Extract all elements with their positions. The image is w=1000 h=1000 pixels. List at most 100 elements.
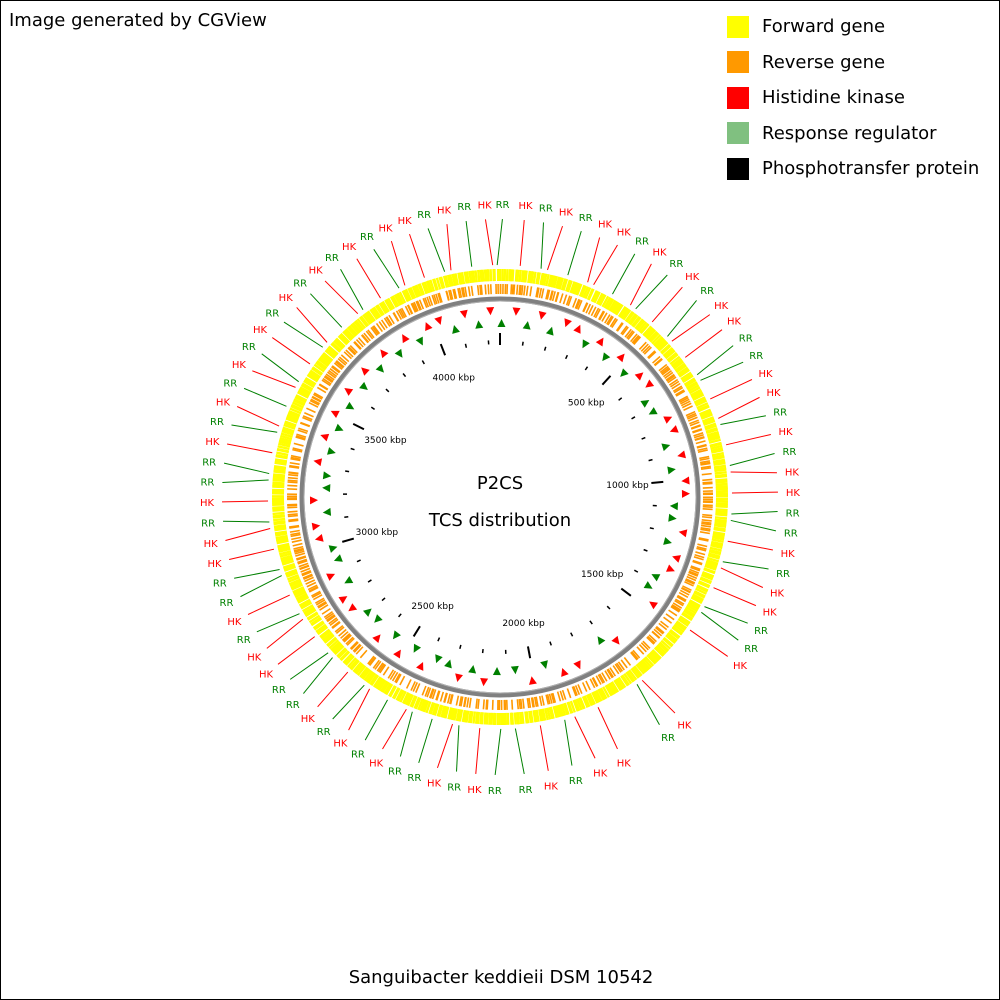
forward-gene-mark bbox=[713, 461, 726, 466]
forward-gene-mark bbox=[514, 269, 518, 282]
forward-gene-mark bbox=[274, 530, 287, 535]
reverse-gene-mark bbox=[667, 376, 677, 384]
reverse-gene-mark bbox=[368, 656, 376, 666]
forward-gene-mark bbox=[630, 667, 640, 679]
reverse-gene-mark bbox=[291, 536, 302, 541]
hk-label: HK bbox=[770, 588, 785, 599]
minor-tick bbox=[385, 388, 390, 393]
reverse-gene-mark bbox=[306, 581, 317, 588]
forward-gene-mark bbox=[549, 706, 555, 719]
reverse-gene-mark bbox=[690, 566, 701, 572]
reverse-gene-mark bbox=[511, 284, 514, 295]
callout-line bbox=[731, 491, 778, 494]
callout-line bbox=[696, 345, 734, 376]
forward-gene-mark bbox=[476, 269, 481, 283]
reverse-gene-mark bbox=[309, 399, 320, 406]
reverse-gene-mark bbox=[449, 694, 453, 705]
reverse-gene-mark bbox=[290, 533, 301, 538]
forward-gene-mark bbox=[278, 547, 291, 553]
callout-line bbox=[332, 684, 365, 720]
reverse-gene-mark bbox=[601, 672, 608, 682]
callout-line bbox=[348, 688, 371, 731]
reverse-gene-mark bbox=[609, 317, 617, 328]
forward-gene-mark bbox=[584, 287, 592, 300]
forward-gene-mark bbox=[353, 662, 364, 674]
hk-label: HK bbox=[785, 467, 800, 478]
forward-gene-mark bbox=[660, 344, 672, 355]
forward-gene-mark bbox=[397, 689, 405, 702]
reverse-gene-mark bbox=[697, 543, 708, 548]
forward-gene-mark bbox=[646, 654, 657, 665]
reverse-gene-mark bbox=[340, 631, 349, 639]
rr-label: RR bbox=[317, 727, 331, 738]
forward-gene-mark bbox=[644, 327, 655, 339]
hk-label: HK bbox=[216, 398, 231, 409]
callout-line bbox=[271, 337, 311, 365]
forward-gene-mark bbox=[374, 677, 384, 689]
forward-gene-mark bbox=[714, 516, 728, 520]
reverse-gene-mark bbox=[591, 677, 598, 688]
forward-gene-mark bbox=[713, 460, 726, 465]
reverse-gene-mark bbox=[651, 630, 660, 639]
legend-label: Phosphotransfer protein bbox=[762, 158, 980, 180]
forward-gene-mark bbox=[690, 596, 703, 605]
forward-gene-mark bbox=[699, 408, 712, 416]
major-tick bbox=[341, 537, 355, 543]
reverse-gene-mark bbox=[671, 604, 681, 611]
hk-marker bbox=[320, 433, 330, 442]
forward-gene-mark bbox=[595, 689, 603, 702]
forward-gene-mark bbox=[646, 329, 657, 340]
reverse-gene-mark bbox=[487, 284, 490, 295]
reverse-gene-mark bbox=[308, 586, 319, 592]
forward-gene-mark bbox=[290, 403, 303, 411]
tcs-marker-track bbox=[309, 307, 690, 687]
forward-gene-mark bbox=[673, 360, 685, 370]
forward-gene-mark bbox=[665, 634, 676, 644]
forward-gene-mark bbox=[690, 390, 703, 399]
forward-gene-mark bbox=[658, 641, 670, 652]
reverse-gene-mark bbox=[607, 316, 614, 326]
reverse-gene-mark bbox=[342, 633, 352, 642]
forward-gene-mark bbox=[508, 269, 512, 282]
rr-label: RR bbox=[539, 204, 553, 215]
reverse-gene-mark bbox=[287, 510, 298, 513]
forward-gene-mark bbox=[281, 559, 295, 566]
major-tick bbox=[412, 625, 421, 637]
reverse-gene-mark bbox=[355, 646, 364, 655]
forward-gene-mark bbox=[608, 299, 617, 312]
forward-gene-mark bbox=[598, 294, 607, 307]
forward-gene-mark bbox=[439, 276, 446, 289]
forward-gene-mark bbox=[535, 272, 540, 285]
forward-gene-mark bbox=[323, 633, 334, 643]
reverse-gene-mark bbox=[378, 321, 386, 331]
reverse-gene-mark bbox=[690, 565, 701, 571]
forward-gene-mark bbox=[687, 384, 700, 393]
reverse-gene-mark bbox=[675, 390, 686, 397]
forward-gene-mark bbox=[292, 586, 305, 594]
forward-gene-mark bbox=[293, 398, 306, 406]
forward-gene-mark bbox=[273, 468, 286, 473]
forward-gene-mark bbox=[276, 447, 290, 453]
reverse-gene-mark bbox=[350, 641, 359, 651]
reverse-gene-mark bbox=[291, 539, 302, 543]
reverse-gene-mark bbox=[516, 699, 520, 710]
forward-gene-mark bbox=[304, 607, 316, 616]
forward-gene-mark bbox=[627, 313, 637, 325]
reverse-gene-mark bbox=[377, 663, 385, 673]
rr-label: RR bbox=[351, 749, 365, 760]
reverse-gene-mark bbox=[699, 531, 710, 535]
reverse-gene-mark bbox=[335, 626, 345, 634]
reverse-gene-mark bbox=[529, 286, 533, 297]
legend-item-response-regulator: Response regulator bbox=[727, 116, 979, 152]
callout-line bbox=[223, 520, 270, 523]
reverse-gene-mark bbox=[598, 673, 606, 683]
callout-line bbox=[427, 228, 446, 272]
forward-gene-mark bbox=[611, 301, 621, 314]
forward-gene-mark bbox=[663, 348, 675, 358]
forward-gene-mark bbox=[690, 388, 702, 397]
forward-gene-mark bbox=[472, 711, 477, 724]
forward-gene-mark bbox=[304, 608, 317, 618]
forward-gene-mark bbox=[381, 300, 390, 313]
forward-gene-mark bbox=[360, 667, 370, 679]
reverse-gene-mark bbox=[672, 385, 683, 392]
